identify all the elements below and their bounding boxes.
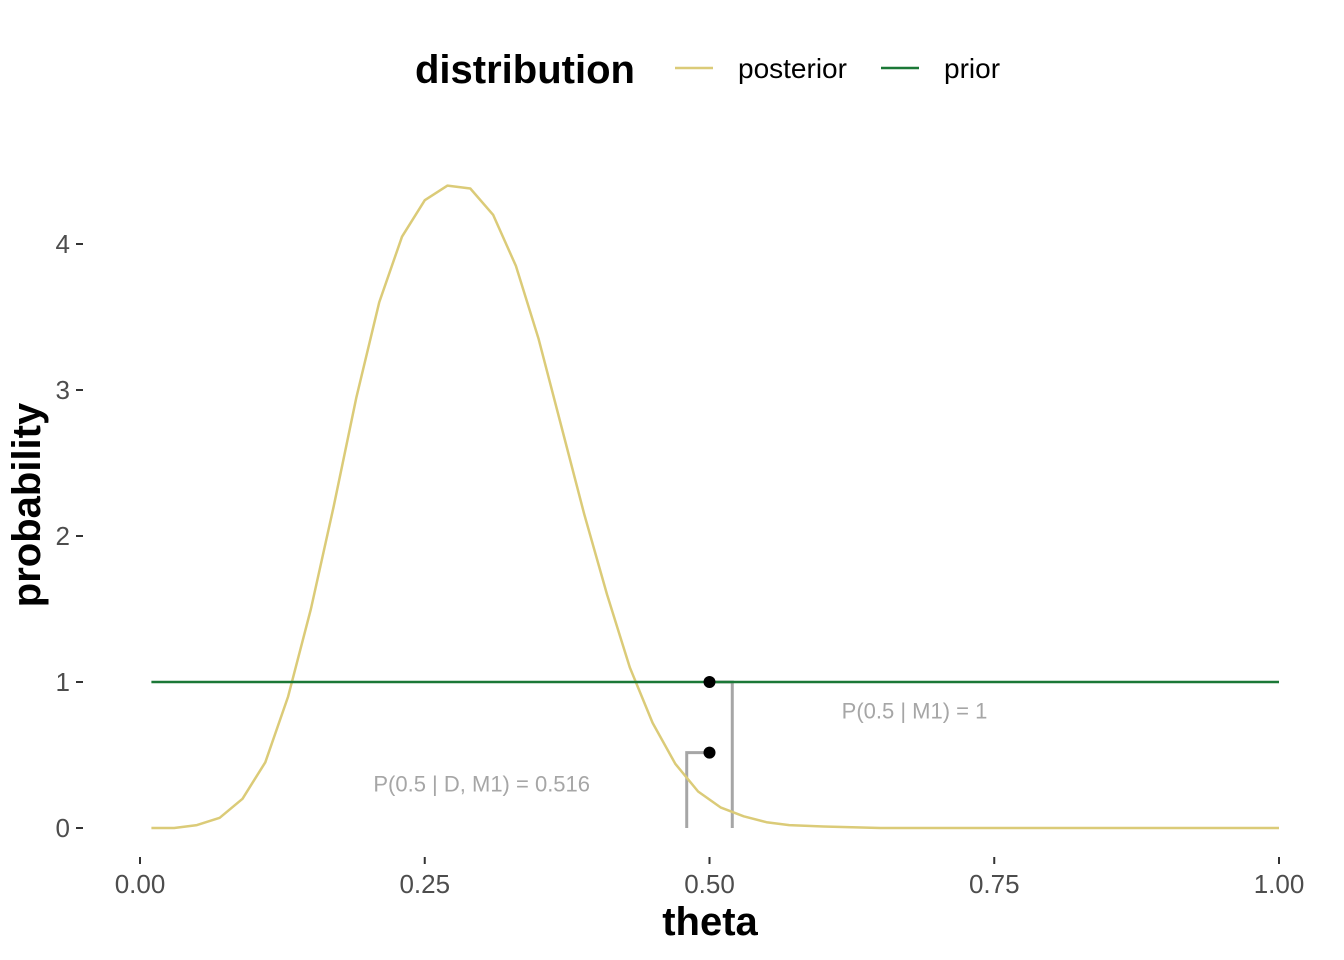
bracket-2 (685, 751, 710, 828)
y-axis-title: probability (5, 402, 49, 607)
x-axis: 0.00 0.25 0.50 0.75 1.00 (115, 857, 1305, 899)
x-tick-label-0.75: 0.75 (969, 869, 1020, 899)
x-tick-label-0.25: 0.25 (399, 869, 450, 899)
y-tick-label-1: 1 (56, 667, 70, 697)
legend-label-prior: prior (944, 53, 1000, 84)
plot-area: P(0.5 | M1) = 1 P(0.5 | D, M1) = 0.516 (151, 184, 1279, 830)
y-tick-label-3: 3 (56, 375, 70, 405)
legend: distribution posterior prior (415, 48, 1000, 92)
y-tick-label-4: 4 (56, 229, 70, 259)
series-line-posterior (151, 184, 1279, 830)
annotation-1: P(0.5 | M1) = 1 (842, 699, 988, 724)
x-axis-title: theta (662, 900, 758, 944)
marker-point-1 (703, 676, 716, 688)
y-tick-label-0: 0 (56, 813, 70, 843)
legend-title: distribution (415, 48, 635, 92)
annotation-2: P(0.5 | D, M1) = 0.516 (373, 772, 590, 797)
x-tick-label-1.00: 1.00 (1254, 869, 1305, 899)
x-tick-label-0.50: 0.50 (684, 869, 735, 899)
marker-point-2 (703, 746, 716, 759)
x-tick-label-0.00: 0.00 (115, 869, 166, 899)
legend-label-posterior: posterior (738, 53, 847, 84)
y-tick-label-2: 2 (56, 521, 70, 551)
y-axis: 0 1 2 3 4 (56, 229, 83, 843)
